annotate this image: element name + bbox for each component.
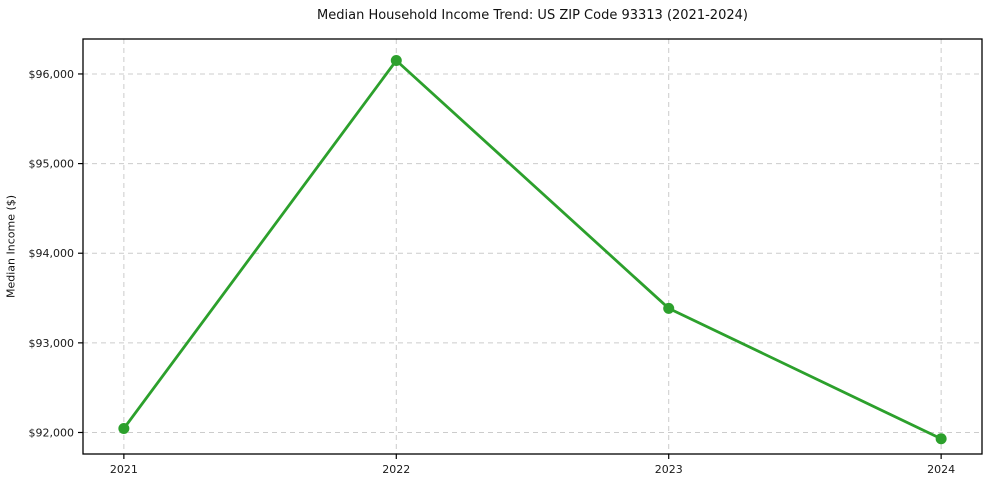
y-tick-label: $92,000 <box>29 426 75 439</box>
income-trend-line <box>122 59 943 441</box>
x-tick-label: 2021 <box>110 463 138 476</box>
data-point-marker <box>935 433 947 445</box>
data-point-marker <box>118 422 130 434</box>
plot-border <box>82 38 983 455</box>
chart-title: Median Household Income Trend: US ZIP Co… <box>317 8 748 23</box>
y-tick-label: $95,000 <box>29 158 75 171</box>
y-tick-label: $93,000 <box>29 337 75 350</box>
data-point-marker <box>663 302 675 314</box>
y-tick-label: $96,000 <box>29 68 75 81</box>
x-tick-label: 2023 <box>655 463 683 476</box>
x-tick-label: 2024 <box>927 463 955 476</box>
data-point-marker <box>390 55 402 67</box>
y-tick-label: $94,000 <box>29 247 75 260</box>
x-tick-label: 2022 <box>382 463 410 476</box>
